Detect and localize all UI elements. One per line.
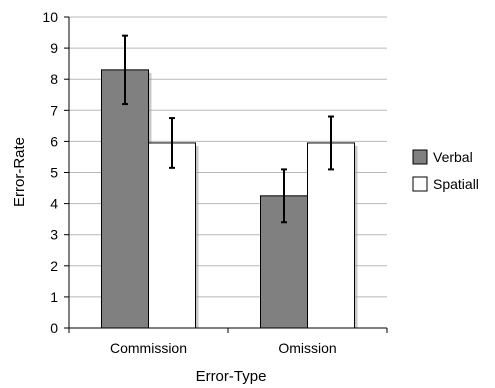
y-tick-label-8: 8: [50, 71, 58, 87]
error-bar-omission-verbal: [281, 168, 287, 224]
y-tick-label-2: 2: [50, 258, 58, 274]
error-bar-commission-verbal: [122, 34, 128, 106]
legend-swatch-spatial: [412, 176, 428, 192]
x-tick-label-omission: Omission: [278, 340, 336, 356]
y-tick-label-3: 3: [50, 227, 58, 243]
tick-labels: 0 1 2 3 4 5 6 7 8 9 10 Commission Omission: [42, 9, 336, 356]
legend-label-verbal: Verbal: [433, 149, 473, 165]
bars: [101, 34, 358, 329]
error-bar-commission-spatial: [169, 117, 175, 169]
y-tick-label-5: 5: [50, 165, 58, 181]
legend: Verbal Spatiall: [412, 149, 479, 192]
bar-commission-spatial: [148, 142, 196, 329]
x-axis-title: Error-Type: [196, 368, 267, 385]
bar-commission-verbal: [101, 69, 149, 329]
y-tick-label-6: 6: [50, 133, 58, 149]
axes: [64, 16, 388, 333]
y-tick-label-7: 7: [50, 102, 58, 118]
legend-label-spatial: Spatiall: [433, 176, 479, 192]
bar-omission-spatial: [307, 142, 355, 329]
y-axis-title: Error-Rate: [11, 137, 28, 207]
y-tick-label-0: 0: [50, 320, 58, 336]
legend-swatch-verbal: [412, 149, 428, 165]
y-tick-label-10: 10: [42, 9, 58, 25]
y-tick-label-9: 9: [50, 40, 58, 56]
x-tick-label-commission: Commission: [110, 340, 187, 356]
error-bar-omission-spatial: [328, 115, 334, 171]
y-tick-label-4: 4: [50, 196, 58, 212]
y-tick-label-1: 1: [50, 289, 58, 305]
